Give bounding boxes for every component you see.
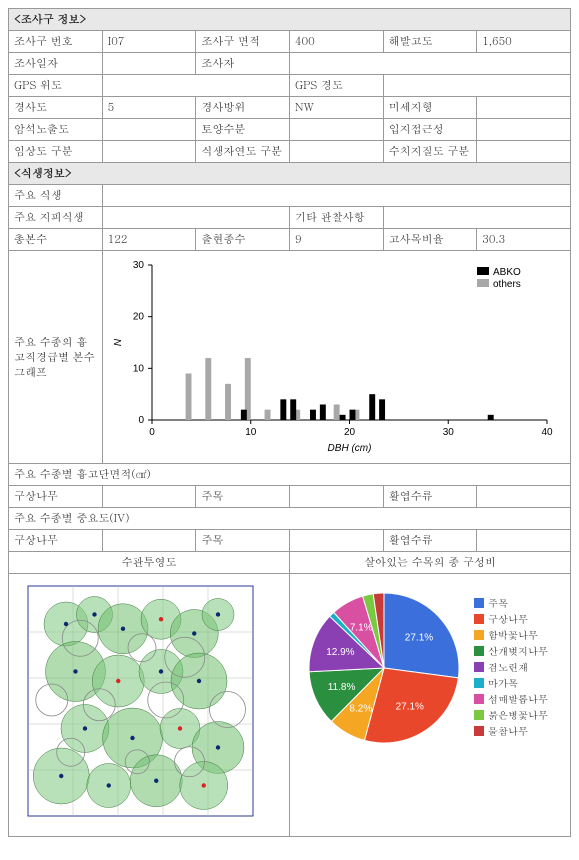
svg-text:20: 20 — [344, 427, 356, 438]
label-soil: 토양수분 — [196, 119, 290, 141]
svg-text:0: 0 — [149, 427, 155, 438]
value-plot-no: I07 — [102, 31, 196, 53]
legend-item: 물참나무 — [474, 724, 548, 738]
crown-map — [13, 578, 273, 828]
label-numeric: 수치지질도 구분 — [383, 141, 477, 163]
value-species: 9 — [289, 229, 383, 251]
svg-text:30: 30 — [133, 260, 145, 271]
pie-chart: 27.1% 27.1% 8.2% 11.8% 12.9% 7.1% — [294, 578, 474, 758]
svg-text:0: 0 — [138, 415, 144, 426]
survey-info-table: <조사구 정보> 조사구 번호 I07 조사구 면적 400 해발고도 1,65… — [8, 8, 571, 837]
value-aspect: NW — [289, 97, 383, 119]
value-total: 122 — [102, 229, 196, 251]
dbh-chart: 0 10 20 30 40 0 10 20 30 DBH (cm) N ABKOothers — [107, 255, 557, 455]
label-iv-gus: 구상나무 — [9, 530, 103, 552]
label-plot-no: 조사구 번호 — [9, 31, 103, 53]
svg-text:20: 20 — [133, 312, 145, 323]
label-access: 입지접근성 — [383, 119, 477, 141]
svg-text:DBH (cm): DBH (cm) — [327, 443, 371, 454]
label-surveyor: 조사자 — [196, 53, 290, 75]
svg-text:ABKO: ABKO — [493, 267, 521, 278]
legend-item: 검노린재 — [474, 660, 548, 674]
label-dbh-chart: 주요 수종의 흉고직경급별 본수그래프 — [9, 251, 103, 464]
pie-legend: 주목구상나무함박꽃나무산개벚지나무검노린재마가목섬매발톱나무붉은병꽃나무물참나무 — [474, 596, 548, 740]
label-iv-jumok: 주목 — [196, 530, 290, 552]
survey-header: <조사구 정보> — [9, 9, 571, 31]
basal-header: 주요 수종별 흉고단면적(㎠) — [9, 464, 571, 486]
svg-text:27.1%: 27.1% — [396, 702, 424, 713]
label-area: 조사구 면적 — [196, 31, 290, 53]
svg-text:10: 10 — [133, 363, 145, 374]
veg-header: <식생정보> — [9, 163, 571, 185]
label-basal-jumok: 주목 — [196, 486, 290, 508]
legend-item: 붉은병꽃나무 — [474, 708, 548, 722]
label-composition: 살아있는 수목의 종 구성비 — [289, 552, 570, 574]
label-aspect: 경사방위 — [196, 97, 290, 119]
label-iv-broad: 활엽수류 — [383, 530, 477, 552]
label-dead: 고사목비율 — [383, 229, 477, 251]
iv-header: 주요 수종별 중요도(IV) — [9, 508, 571, 530]
legend-item: 마가목 — [474, 676, 548, 690]
label-micro: 미세지형 — [383, 97, 477, 119]
svg-text:27.1%: 27.1% — [405, 632, 433, 643]
label-alt: 해발고도 — [383, 31, 477, 53]
legend-item: 함박꽃나무 — [474, 628, 548, 642]
label-slope: 경사도 — [9, 97, 103, 119]
label-basal-broad: 활엽수류 — [383, 486, 477, 508]
legend-item: 주목 — [474, 596, 548, 610]
svg-text:10: 10 — [245, 427, 257, 438]
svg-text:8.2%: 8.2% — [349, 703, 372, 714]
label-notes: 기타 관찰사항 — [289, 207, 383, 229]
svg-text:N: N — [113, 338, 124, 346]
value-slope: 5 — [102, 97, 196, 119]
label-date: 조사일자 — [9, 53, 103, 75]
svg-text:40: 40 — [541, 427, 553, 438]
label-main-veg: 주요 식생 — [9, 185, 103, 207]
label-crown: 수관투영도 — [9, 552, 290, 574]
label-gps-lon: GPS 경도 — [289, 75, 383, 97]
svg-text:11.8%: 11.8% — [328, 682, 356, 693]
value-alt: 1,650 — [477, 31, 571, 53]
pie-cell: 27.1% 27.1% 8.2% 11.8% 12.9% 7.1% 주목구상나무함박꽃나무… — [289, 574, 570, 837]
label-gps-lat: GPS 위도 — [9, 75, 103, 97]
svg-text:30: 30 — [442, 427, 454, 438]
legend-item: 산개벚지나무 — [474, 644, 548, 658]
label-natural: 식생자연도 구분 — [196, 141, 290, 163]
label-species: 출현종수 — [196, 229, 290, 251]
legend-item: 구상나무 — [474, 612, 548, 626]
svg-text:others: others — [493, 279, 521, 290]
label-total: 총본수 — [9, 229, 103, 251]
value-area: 400 — [289, 31, 383, 53]
svg-text:7.1%: 7.1% — [350, 622, 373, 633]
label-ground: 주요 지피식생 — [9, 207, 103, 229]
label-rock: 암석노출도 — [9, 119, 103, 141]
dbh-chart-cell: 0 10 20 30 40 0 10 20 30 DBH (cm) N ABKOothers — [102, 251, 570, 464]
svg-text:12.9%: 12.9% — [326, 647, 354, 658]
crown-map-cell — [9, 574, 290, 837]
label-basal-gus: 구상나무 — [9, 486, 103, 508]
label-stand: 임상도 구분 — [9, 141, 103, 163]
legend-item: 섬매발톱나무 — [474, 692, 548, 706]
value-dead: 30.3 — [477, 229, 571, 251]
